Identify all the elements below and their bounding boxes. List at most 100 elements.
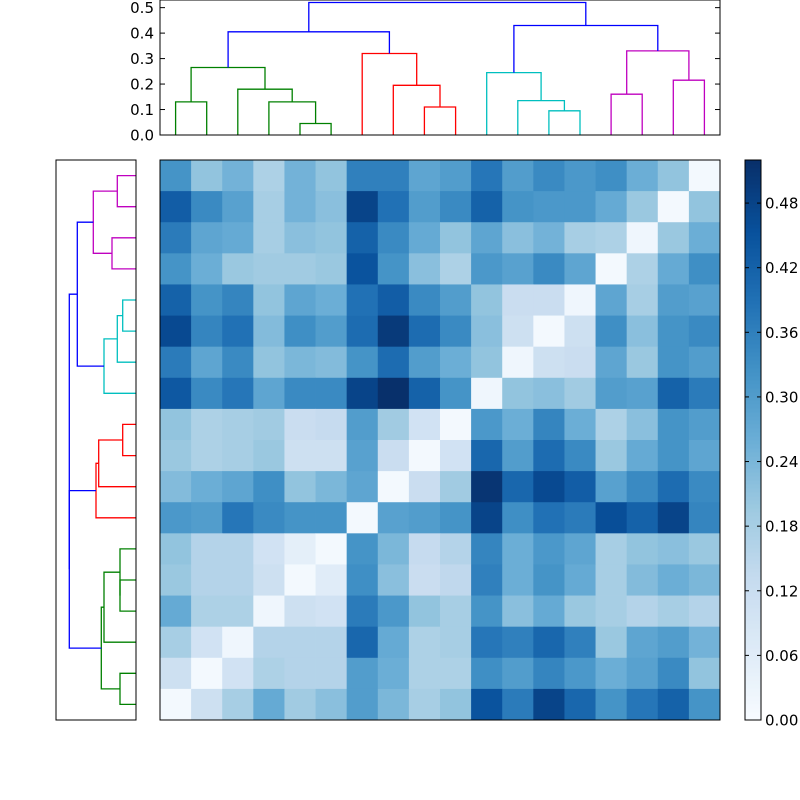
heatmap-cell	[440, 160, 472, 192]
heatmap-cell	[533, 688, 565, 721]
heatmap-cell	[222, 284, 254, 316]
dendrogram-link	[486, 71, 542, 135]
colorbar-swatch	[745, 256, 761, 261]
heatmap-cell	[440, 626, 472, 659]
colorbar-swatch	[745, 668, 761, 673]
heatmap-cell	[688, 222, 721, 254]
heatmap-cell	[408, 222, 441, 254]
colorbar-swatch	[745, 320, 761, 325]
heatmap-cell	[471, 377, 503, 410]
colorbar-swatch	[745, 164, 761, 169]
heatmap-cell	[253, 595, 285, 628]
colorbar-swatch	[745, 396, 761, 401]
dendrogram-link	[227, 31, 391, 68]
colorbar-swatch	[745, 464, 761, 469]
dendrogram-link	[610, 93, 643, 135]
heatmap-cell	[160, 253, 192, 285]
heatmap-cell	[253, 253, 285, 285]
heatmap-cell	[533, 284, 565, 316]
heatmap-cell	[595, 440, 628, 472]
heatmap-cell	[160, 688, 192, 721]
heatmap-cell	[595, 253, 628, 285]
colorbar-swatch	[745, 428, 761, 433]
colorbar-swatch	[745, 400, 761, 405]
heatmap-cell	[284, 222, 316, 254]
heatmap-cell	[471, 160, 503, 192]
colorbar-swatch	[745, 572, 761, 577]
colorbar-swatch	[745, 500, 761, 505]
heatmap-cell	[408, 408, 441, 441]
heatmap-cell	[253, 377, 285, 410]
heatmap-cell	[408, 533, 441, 565]
colorbar-swatch	[745, 372, 761, 377]
colorbar-swatch	[745, 264, 761, 269]
heatmap-cell	[564, 222, 596, 254]
heatmap-cell	[688, 595, 721, 628]
heatmap-cell	[502, 346, 534, 379]
colorbar-swatch	[745, 420, 761, 425]
heatmap-cell	[626, 315, 659, 348]
heatmap-cell	[222, 222, 254, 254]
colorbar-swatch	[745, 424, 761, 429]
heatmap-cell	[160, 315, 192, 348]
heatmap-cell	[502, 408, 534, 441]
heatmap-cell	[502, 533, 534, 565]
heatmap-cell	[408, 595, 441, 628]
heatmap-cell	[657, 160, 690, 192]
heatmap-cell	[657, 688, 690, 721]
colorbar-swatch	[745, 208, 761, 213]
heatmap-cell	[688, 315, 721, 348]
colorbar-swatch	[745, 556, 761, 561]
colorbar-swatch	[745, 576, 761, 581]
heatmap-cell	[502, 284, 534, 316]
heatmap-cell	[408, 657, 441, 690]
colorbar-swatch	[745, 468, 761, 473]
heatmap-cell	[160, 377, 192, 410]
heatmap-cell	[471, 253, 503, 285]
colorbar-swatch	[745, 240, 761, 245]
colorbar-swatch	[745, 244, 761, 249]
heatmap-cell	[346, 408, 379, 441]
heatmap-cell	[346, 595, 379, 628]
heatmap-cell	[533, 471, 565, 503]
heatmap-cell	[440, 688, 472, 721]
heatmap-cell	[471, 626, 503, 659]
heatmap-cell	[657, 222, 690, 254]
heatmap-cell	[657, 657, 690, 690]
heatmap-cell	[688, 688, 721, 721]
colorbar-swatch	[745, 492, 761, 497]
colorbar: 0.00 0.06 0.12 0.18 0.24 0.30 0.36 0.42 0.48	[744, 159, 798, 730]
heatmap-cell	[315, 191, 348, 223]
colorbar-swatch	[745, 712, 761, 717]
heatmap-cell	[222, 377, 254, 410]
colorbar-swatch	[745, 616, 761, 621]
colorbar-swatch	[745, 204, 761, 209]
dendrogram-link	[174, 101, 208, 135]
heatmap-cell	[160, 440, 192, 472]
heatmap-cell	[160, 533, 192, 565]
colorbar-swatch	[745, 476, 761, 481]
heatmap-cell	[191, 533, 223, 565]
heatmap-cell	[564, 533, 596, 565]
heatmap-cell	[160, 346, 192, 379]
heatmap-cell	[595, 471, 628, 503]
heatmap-cell	[564, 160, 596, 192]
heatmap-cell	[191, 471, 223, 503]
heatmap-cell	[408, 471, 441, 503]
heatmap-cell	[595, 284, 628, 316]
colorbar-swatch	[745, 696, 761, 701]
colorbar-swatch	[745, 280, 761, 285]
colorbar-swatch	[745, 548, 761, 553]
heatmap-cell	[253, 440, 285, 472]
colorbar-swatch	[745, 588, 761, 593]
heatmap-cell	[502, 315, 534, 348]
heatmap-cell	[595, 688, 628, 721]
heatmap-cell	[377, 595, 410, 628]
heatmap-cell	[222, 346, 254, 379]
colorbar-swatch	[745, 344, 761, 349]
heatmap-cell	[253, 471, 285, 503]
colorbar-swatch	[745, 364, 761, 369]
colorbar-swatch	[745, 228, 761, 233]
heatmap-cell	[377, 377, 410, 410]
heatmap-cell	[440, 408, 472, 441]
